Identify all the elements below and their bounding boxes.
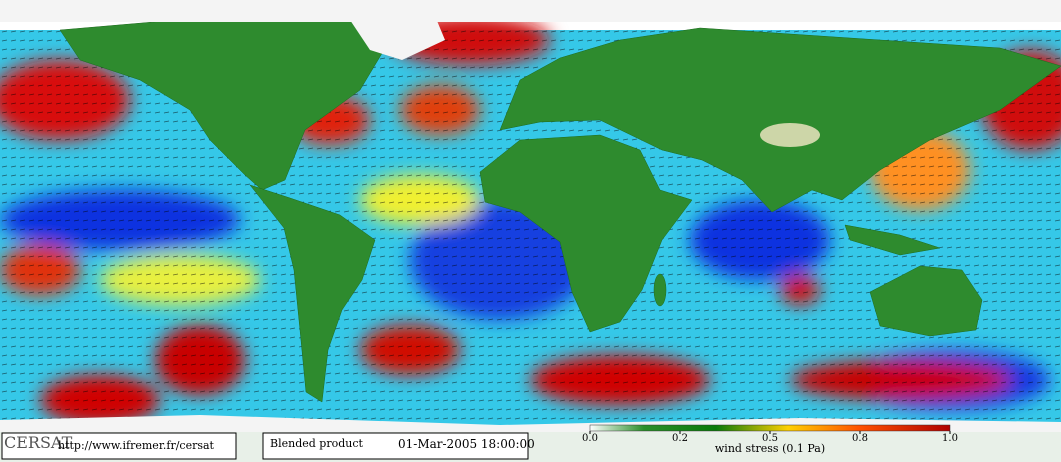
colorbar-tick-label: 0.8	[852, 433, 868, 444]
land	[59, 9, 1061, 403]
tibet	[760, 123, 820, 147]
colorbar-tick-label: 1.0	[942, 433, 958, 444]
south-america	[249, 184, 376, 403]
colorbar-ticks: 0.0 0.2 0.5 0.8 1.0	[582, 431, 958, 444]
product-box	[262, 432, 529, 460]
colorbar-tick-label: 0.2	[672, 433, 688, 444]
colorbar	[589, 424, 951, 432]
product: Blended product	[270, 437, 363, 450]
footer: CERSAT http://www.ifremer.fr/cersat Blen…	[0, 424, 1061, 462]
eurasia	[499, 27, 1061, 213]
africa	[479, 134, 693, 333]
logo: CERSAT	[4, 433, 73, 452]
colorbar-tick-label: 0.5	[762, 433, 778, 444]
indonesia	[844, 224, 941, 256]
arctic-ice	[0, 0, 1061, 22]
datetime: 01-Mar-2005 18:00:00	[398, 437, 535, 451]
colorbar-tick-label: 0.0	[582, 433, 598, 444]
info-box	[1, 432, 237, 460]
colorbar-label: wind stress (0.1 Pa)	[715, 442, 825, 455]
url: http://www.ifremer.fr/cersat	[58, 439, 215, 452]
australia	[869, 265, 983, 337]
madagascar	[653, 273, 667, 307]
